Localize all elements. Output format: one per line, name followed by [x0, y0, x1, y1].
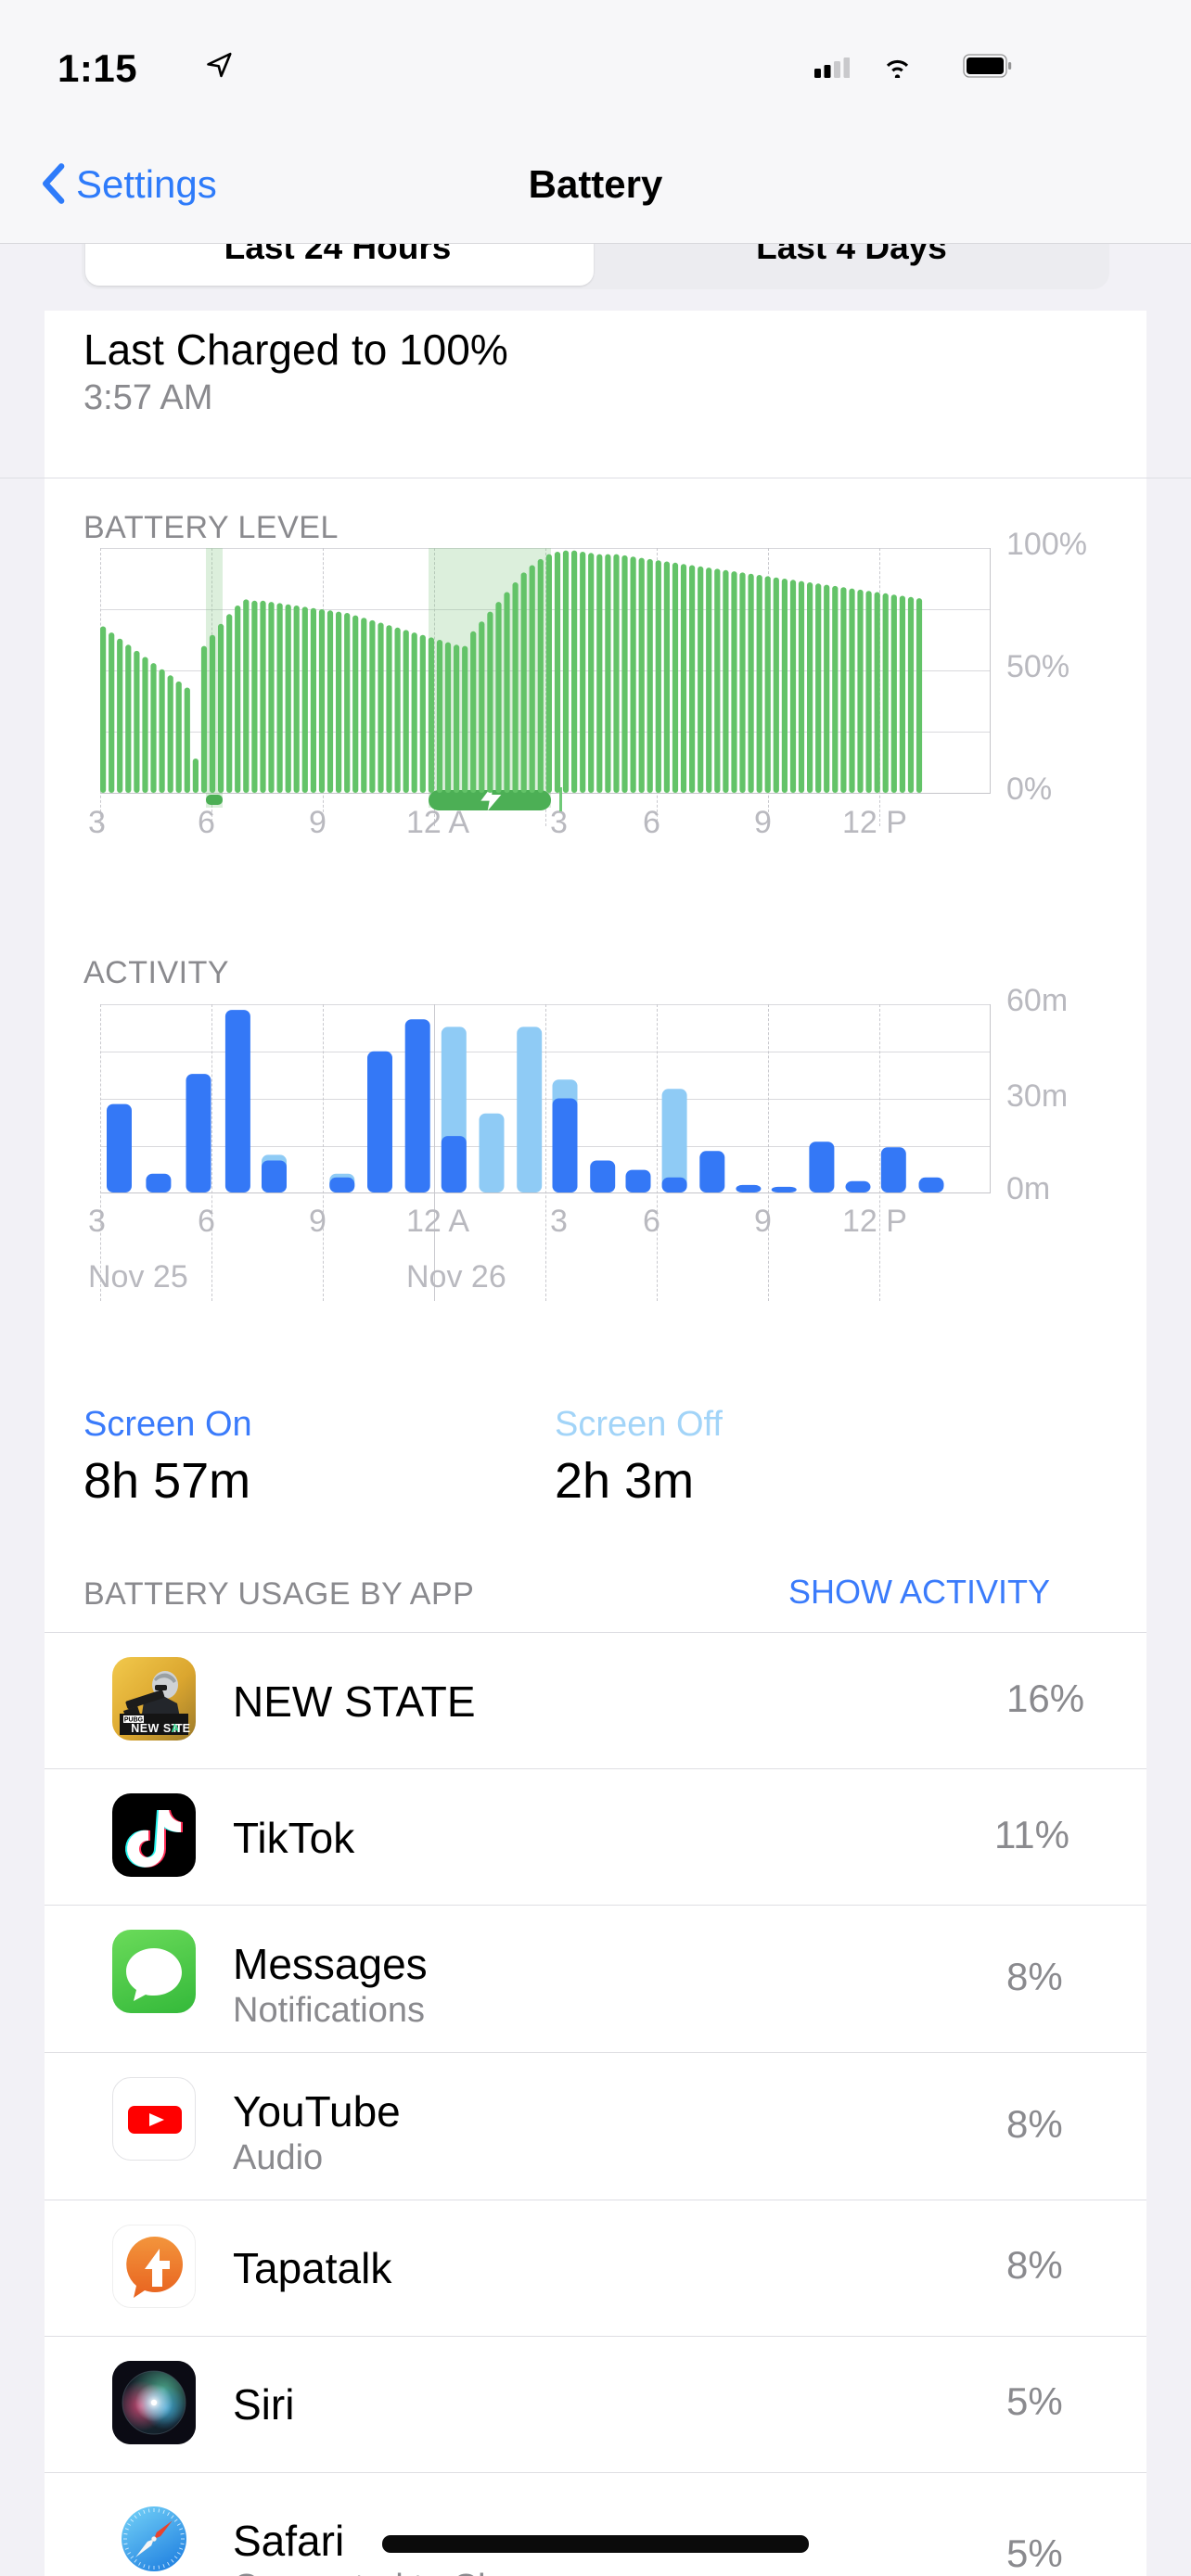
svg-text:TE: TE: [175, 1722, 190, 1735]
